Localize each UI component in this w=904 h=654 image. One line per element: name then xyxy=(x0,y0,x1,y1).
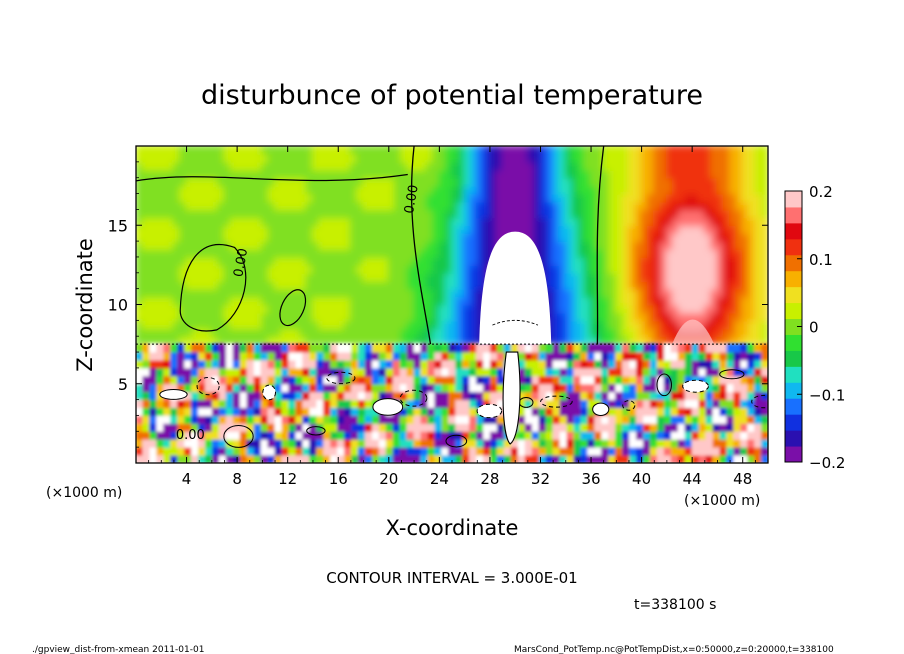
x-tick-label: 4 xyxy=(182,470,192,488)
colorbar-tick-label: −0.2 xyxy=(809,454,845,472)
colorbar-tick-label: 0.1 xyxy=(809,251,833,269)
colorbar-swatch xyxy=(785,191,802,208)
y-tick-label: 15 xyxy=(108,216,128,235)
footer-right-note: MarsCond_PotTemp.nc@PotTempDist,x=0:5000… xyxy=(514,645,834,654)
contour-interval-text: CONTOUR INTERVAL = 3.000E-01 xyxy=(326,569,577,587)
y-tick-label: 5 xyxy=(118,375,128,394)
footer-left-note: ./gpview_dist-from-xmean 2011-01-01 xyxy=(32,645,204,654)
colorbar-swatch xyxy=(785,350,802,367)
x-tick-label: 40 xyxy=(632,470,651,488)
x-tick-label: 20 xyxy=(379,470,398,488)
x-tick-label: 24 xyxy=(430,470,449,488)
x-tick-label: 8 xyxy=(232,470,242,488)
colorbar-swatch xyxy=(785,334,802,351)
colorbar: 0.2 0.1 0 −0.1 −0.2 xyxy=(784,183,845,472)
x-tick-label: 36 xyxy=(581,470,600,488)
colorbar-swatch xyxy=(785,398,802,415)
colorbar-swatch xyxy=(785,286,802,304)
contour-label: 0.00 xyxy=(402,184,422,215)
y-axis-label: Z-coordinate xyxy=(73,238,97,372)
y-tick-label: 10 xyxy=(108,296,128,315)
x-tick-label: 28 xyxy=(480,470,499,488)
colorbar-swatch xyxy=(785,446,802,463)
colorbar-swatch xyxy=(785,254,802,272)
chart-title: disturbunce of potential temperature xyxy=(201,80,703,111)
x-tick-label: 48 xyxy=(733,470,752,488)
x-tick-label: 12 xyxy=(278,470,297,488)
colorbar-swatch xyxy=(785,414,802,431)
colorbar-swatch xyxy=(785,222,802,240)
contour-label: 0.00 xyxy=(231,247,251,278)
colorbar-tick-label: 0.2 xyxy=(809,183,833,201)
colorbar-tick-label: 0 xyxy=(809,319,819,337)
time-label: t=338100 s xyxy=(634,597,716,613)
colorbar-swatch xyxy=(785,382,802,399)
colorbar-swatch xyxy=(785,270,802,288)
colorbar-swatch xyxy=(785,318,802,335)
contour-label: 0.00 xyxy=(176,428,205,443)
colorbar-tick-label: −0.1 xyxy=(809,386,845,404)
colorbar-swatch xyxy=(785,366,802,383)
x-axis-unit: (×1000 m) xyxy=(684,493,760,509)
x-axis-label: X-coordinate xyxy=(386,516,519,540)
y-axis: 5 10 15 xyxy=(108,161,768,448)
x-axis: 4 8 12 16 20 24 28 32 36 40 44 48 xyxy=(148,146,756,488)
x-tick-label: 44 xyxy=(683,470,702,488)
y-axis-unit: (×1000 m) xyxy=(46,485,122,501)
x-tick-label: 32 xyxy=(531,470,550,488)
colorbar-swatch xyxy=(785,302,802,320)
colorbar-swatch xyxy=(785,206,802,224)
plot-area: 0.00 0.00 0.00 xyxy=(136,146,768,463)
colorbar-swatch xyxy=(785,430,802,447)
x-tick-label: 16 xyxy=(329,470,348,488)
colorbar-swatch xyxy=(785,238,802,256)
